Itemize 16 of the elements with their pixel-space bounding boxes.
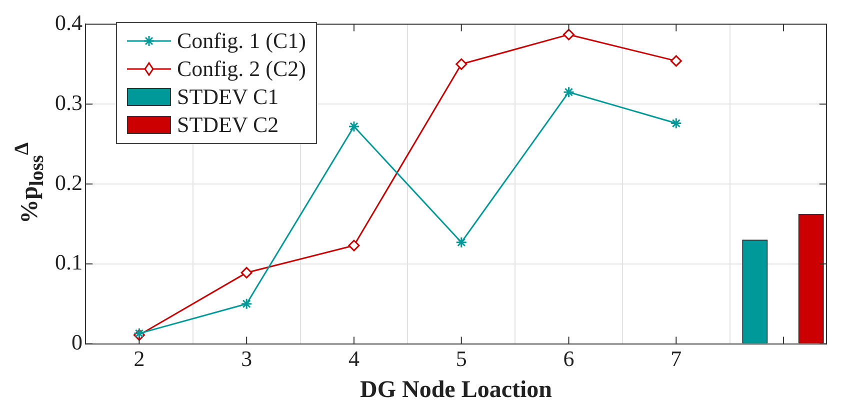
y-tick-label: 0.2 xyxy=(55,170,82,195)
y-tick-label: 0.3 xyxy=(55,90,82,115)
y-tick-label: 0.4 xyxy=(55,10,82,35)
legend-label: STDEV C1 xyxy=(177,84,279,110)
x-tick-label: 7 xyxy=(670,346,682,371)
x-tick-label: 2 xyxy=(134,346,145,371)
x-tick-label: 6 xyxy=(563,346,574,371)
legend-label: Config. 2 (C2) xyxy=(177,56,306,82)
x-axis-title: DG Node Loaction xyxy=(360,376,552,403)
x-tick-label: 4 xyxy=(348,346,360,371)
legend-label: Config. 1 (C1) xyxy=(177,28,306,54)
y-tick-label: 0 xyxy=(72,330,82,355)
x-tick-label: 5 xyxy=(456,346,467,371)
legend-label: STDEV C2 xyxy=(177,112,279,138)
x-tick-label: 3 xyxy=(241,346,252,371)
y-tick-label: 0.1 xyxy=(55,250,82,275)
